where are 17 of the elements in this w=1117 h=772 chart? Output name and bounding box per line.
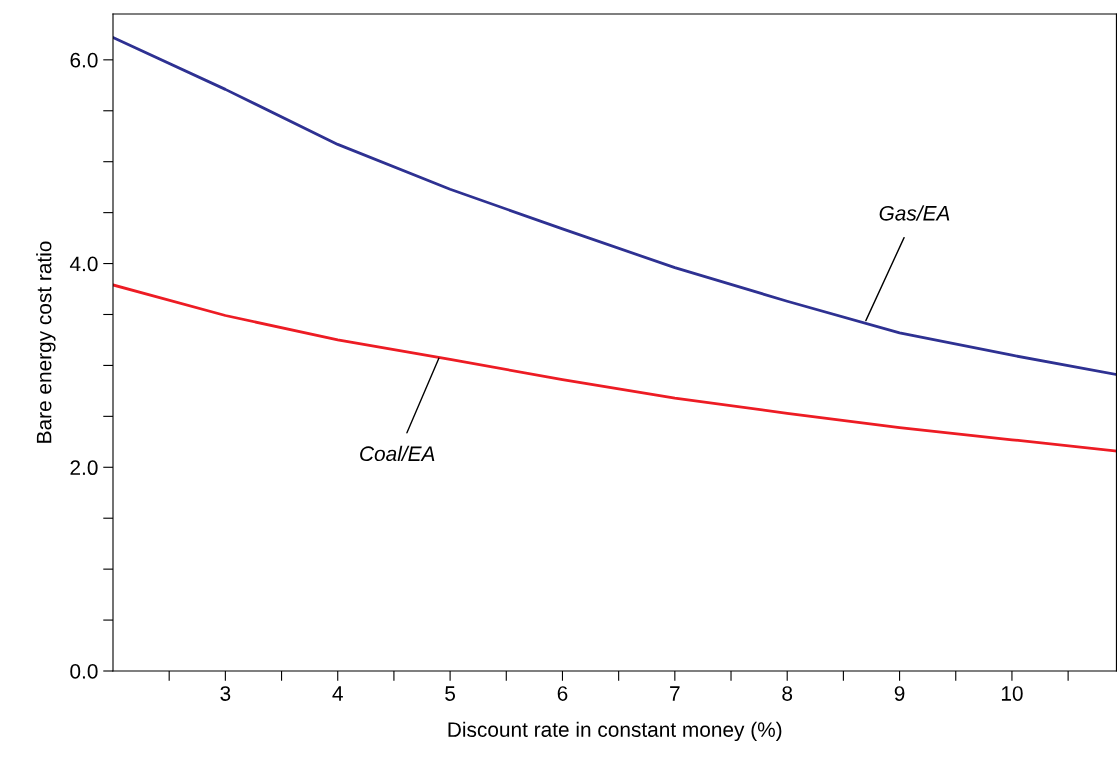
y-axis-title: Bare energy cost ratio: [36, 241, 56, 443]
line-series: [113, 36, 1117, 376]
x-tick-label: 8: [782, 686, 793, 701]
x-tick-label: 6: [557, 686, 568, 701]
x-tick-label: 10: [1001, 686, 1023, 701]
x-axis-title: Discount rate in constant money (%): [448, 721, 782, 742]
y-tick-label: 6.0: [70, 52, 98, 68]
x-tick-label: 3: [220, 686, 231, 701]
y-tick-label: 2.0: [70, 460, 98, 476]
annotation: Gas/EA: [879, 205, 950, 221]
x-tick-label: 4: [332, 686, 343, 701]
annotation: Coal/EA: [360, 445, 435, 462]
y-tick-label: 0.0: [70, 664, 98, 679]
x-tick-label: 7: [670, 686, 680, 701]
y-tick-label: 4.0: [69, 256, 98, 272]
x-tick-label: 9: [894, 686, 905, 701]
x-tick-label: 5: [445, 686, 456, 701]
